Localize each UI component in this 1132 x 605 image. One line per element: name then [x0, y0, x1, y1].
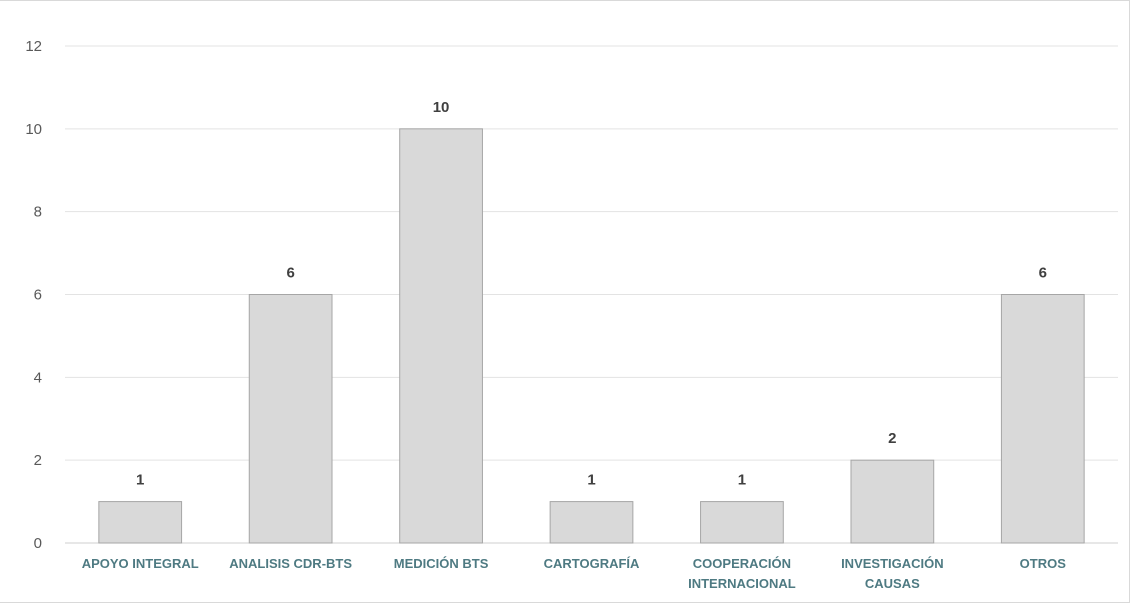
x-category-label: COOPERACIÓN [693, 556, 791, 571]
x-category-label: INTERNACIONAL [688, 576, 796, 591]
bar [549, 501, 634, 544]
data-label: 1 [136, 472, 144, 489]
x-category-label: APOYO INTEGRAL [82, 556, 199, 571]
x-category-label: MEDICIÓN BTS [394, 556, 489, 571]
y-tick-label: 8 [34, 204, 42, 221]
y-tick-label: 0 [34, 535, 42, 552]
bar [1000, 294, 1085, 544]
x-category-label: CAUSAS [865, 576, 920, 591]
y-tick-label: 10 [25, 121, 42, 138]
bar [850, 459, 935, 544]
x-category-label: OTROS [1020, 556, 1067, 571]
data-label: 1 [587, 472, 595, 489]
y-tick-label: 6 [34, 287, 42, 304]
data-label: 10 [433, 99, 450, 116]
y-tick-label: 12 [25, 38, 42, 55]
y-tick-label: 2 [34, 452, 42, 469]
data-label: 1 [738, 472, 746, 489]
x-category-label: ANALISIS CDR-BTS [229, 556, 352, 571]
x-category-label: INVESTIGACIÓN [841, 556, 944, 571]
y-tick-label: 4 [34, 369, 42, 386]
data-label: 6 [286, 265, 294, 282]
bar [700, 501, 784, 544]
bar [248, 294, 333, 544]
x-category-label: CARTOGRAFÍA [544, 556, 640, 571]
bar [98, 501, 183, 544]
bar [399, 128, 483, 544]
data-label: 2 [888, 430, 896, 447]
data-label: 6 [1039, 265, 1047, 282]
